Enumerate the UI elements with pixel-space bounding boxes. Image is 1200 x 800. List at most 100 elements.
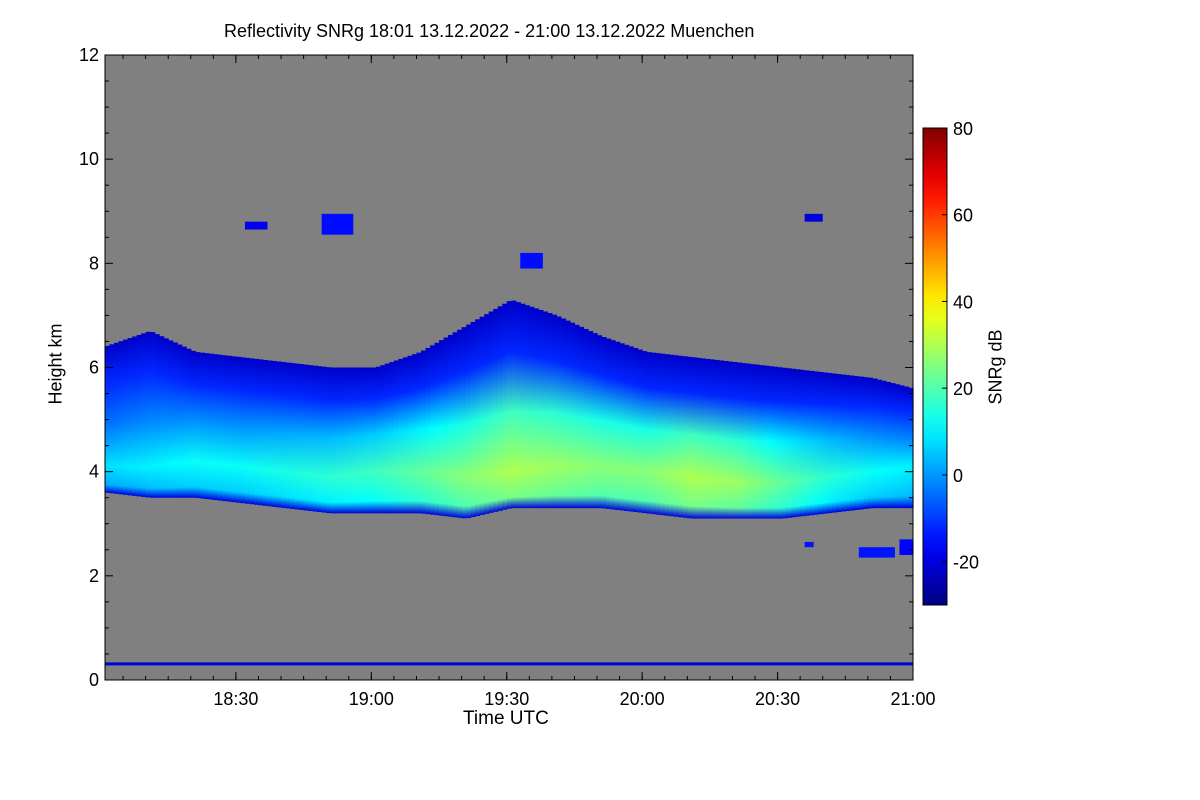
y-tick-label: 12 <box>79 45 99 65</box>
x-tick-label: 20:00 <box>620 689 665 709</box>
cloud-column <box>114 342 120 494</box>
cloud-column <box>145 331 151 498</box>
cloud-column <box>420 350 427 514</box>
cloud-column <box>502 303 508 510</box>
cloud-column <box>448 334 454 517</box>
cloud-column <box>204 353 210 500</box>
cloud-column <box>172 342 178 498</box>
cloud-column <box>655 353 661 515</box>
cloud-column <box>736 362 743 519</box>
cloud-column <box>750 364 756 519</box>
cloud-column <box>317 366 323 513</box>
cloud-column <box>150 332 156 498</box>
cloud-column <box>583 328 589 509</box>
cloud-column <box>682 356 688 518</box>
cloud-column <box>371 367 377 514</box>
cloud-column <box>858 376 864 510</box>
cloud-column <box>818 371 824 515</box>
cloud-column <box>881 380 887 509</box>
cloud-column <box>619 343 625 511</box>
cloud-column <box>890 383 896 509</box>
cloud-column <box>538 309 544 509</box>
cloud-column <box>511 300 517 509</box>
cloud-column <box>303 364 309 511</box>
cloud-column <box>673 355 679 517</box>
echo-patch <box>804 541 814 548</box>
cloud-column <box>479 316 485 515</box>
cloud-column <box>831 373 837 513</box>
cloud-column <box>217 354 223 501</box>
cloud-column <box>827 372 833 514</box>
cloud-column <box>168 340 174 498</box>
y-tick-label: 8 <box>89 253 99 273</box>
cloud-column <box>791 368 797 518</box>
cloud-column <box>759 365 765 519</box>
cloud-column <box>353 367 359 514</box>
echo-patch <box>520 252 543 269</box>
cloud-column <box>867 377 873 509</box>
cloud-column <box>366 367 372 514</box>
cloud-column <box>768 366 774 519</box>
cloud-column <box>195 352 201 498</box>
cloud-column <box>610 340 616 510</box>
cloud-column <box>542 311 548 509</box>
cloud-column <box>863 377 869 509</box>
cloud-column <box>597 335 603 509</box>
cloud-column <box>461 327 467 519</box>
cloud-column <box>127 338 133 496</box>
cloud-column <box>633 347 639 513</box>
cloud-column <box>411 354 418 514</box>
cloud-column <box>348 367 354 514</box>
cloud-column <box>773 366 779 519</box>
y-tick-label: 10 <box>79 149 99 169</box>
cloud-column <box>587 331 594 509</box>
cloud-column <box>745 363 752 519</box>
colorbar-tick-label: 80 <box>953 119 973 139</box>
x-tick-label: 21:00 <box>890 689 935 709</box>
cloud-column <box>163 338 169 498</box>
cloud-column <box>123 339 129 495</box>
cloud-column <box>592 333 598 509</box>
cloud-column <box>484 314 490 514</box>
cloud-column <box>497 306 503 511</box>
cloud-column <box>312 365 318 512</box>
cloud-column <box>804 370 810 516</box>
x-tick-label: 18:30 <box>213 689 258 709</box>
cloud-column <box>430 345 436 515</box>
cloud-column <box>908 387 914 509</box>
cloud-column <box>141 333 147 497</box>
cloud-column <box>398 358 404 514</box>
cloud-column <box>678 355 684 518</box>
cloud-column <box>199 352 205 499</box>
echo-patch <box>899 539 913 555</box>
cloud-column <box>339 367 345 514</box>
cloud-column <box>416 352 422 514</box>
echo-patch <box>244 221 268 230</box>
cloud-column <box>637 349 643 513</box>
colorbar-tick-label: -20 <box>953 553 979 573</box>
x-tick-label: 20:30 <box>755 689 800 709</box>
cloud-column <box>709 359 715 519</box>
cloud-column <box>691 357 697 519</box>
cloud-column <box>475 319 481 516</box>
cloud-column <box>222 355 228 502</box>
cloud-column <box>439 340 445 516</box>
cloud-column <box>894 384 901 509</box>
cloud-column <box>565 320 571 509</box>
cloud-column <box>159 336 165 498</box>
cloud-column <box>782 367 788 519</box>
cloud-column <box>777 367 783 519</box>
x-axis-label: Time UTC <box>463 708 549 729</box>
cloud-column <box>132 336 138 496</box>
cloud-column <box>272 360 278 507</box>
cloud-column <box>136 334 142 497</box>
x-tick-label: 19:30 <box>484 689 529 709</box>
cloud-column <box>813 371 819 515</box>
cloud-column <box>551 314 557 509</box>
cloud-column <box>700 358 706 519</box>
cloud-column <box>556 316 562 509</box>
y-tick-label: 2 <box>89 566 99 586</box>
cloud-column <box>741 363 747 519</box>
cloud-column <box>646 352 652 514</box>
cloud-column <box>208 353 214 500</box>
